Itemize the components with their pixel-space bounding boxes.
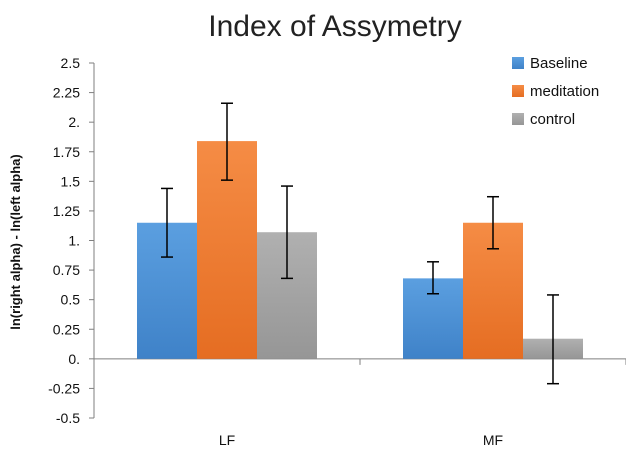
legend-swatch: [512, 113, 524, 125]
legend-label: Baseline: [530, 55, 588, 72]
y-tick-label: -0.25: [48, 380, 80, 396]
y-tick-label: 2.5: [61, 55, 81, 71]
y-tick-label: 0.25: [53, 321, 80, 337]
error-bars: [161, 102, 559, 385]
x-category-label: LF: [219, 432, 235, 448]
y-tick-label: 1.75: [53, 144, 80, 160]
x-category-label: MF: [483, 432, 503, 448]
legend-label: control: [530, 111, 575, 128]
y-tick-label: 2.: [68, 114, 80, 130]
legend-label: meditation: [530, 83, 599, 100]
x-axis: LF MF: [93, 358, 626, 448]
legend: Baseline meditation control: [512, 55, 599, 128]
y-tick-label: 1.5: [61, 173, 81, 189]
y-tick-label: 2.25: [53, 85, 80, 101]
y-tick-label: 1.: [68, 233, 80, 249]
y-tick-label: 0.75: [53, 262, 80, 278]
legend-swatch: [512, 57, 524, 69]
y-axis-label: ln(right alpha) - ln(left alpha): [8, 154, 23, 330]
legend-swatch: [512, 85, 524, 97]
bars: [137, 141, 583, 359]
y-tick-label: 0.5: [61, 292, 81, 308]
y-tick-label: 1.25: [53, 203, 80, 219]
y-tick-label: 0.: [68, 351, 80, 367]
y-axis: 2.5 2.25 2. 1.75 1.5 1.25 1. 0.75 0.5 0.25 0. -0.25…: [48, 55, 95, 426]
chart-title: Index of Assymetry: [208, 10, 461, 43]
y-tick-label: -0.5: [56, 410, 80, 426]
